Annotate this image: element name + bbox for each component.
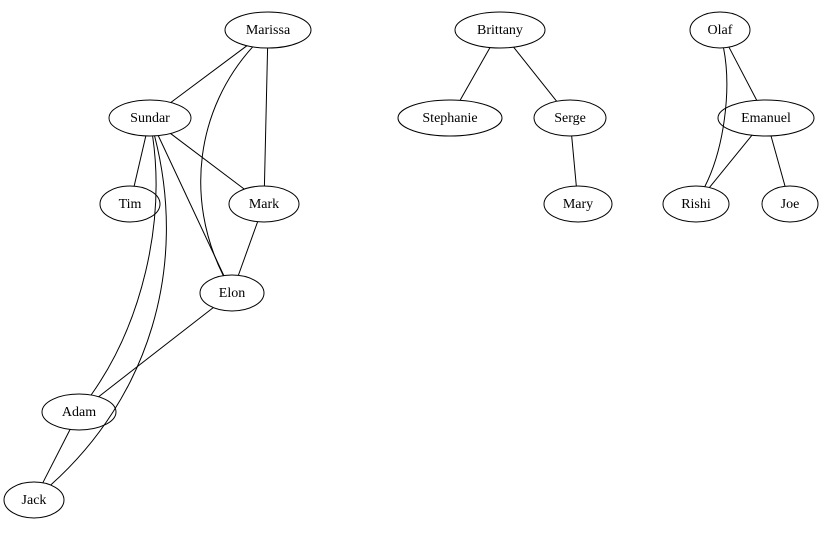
- edge-sundar-mark: [171, 134, 245, 190]
- node-mark-label: Mark: [249, 197, 279, 212]
- node-marissa-label: Marissa: [246, 23, 291, 38]
- node-jack-label: Jack: [22, 493, 47, 508]
- edge-mark-elon: [238, 222, 257, 276]
- edge-marissa-elon: [201, 47, 253, 276]
- edge-marissa-sundar: [171, 46, 247, 103]
- node-stephanie: Stephanie: [398, 100, 502, 136]
- edge-olaf-rishi: [705, 48, 727, 187]
- node-olaf-label: Olaf: [708, 23, 733, 38]
- node-adam: Adam: [42, 394, 116, 430]
- edge-emanuel-joe: [771, 136, 785, 186]
- node-serge: Serge: [534, 100, 606, 136]
- node-marissa: Marissa: [225, 12, 311, 48]
- node-brittany: Brittany: [455, 12, 545, 48]
- node-rishi: Rishi: [663, 186, 729, 222]
- node-elon: Elon: [200, 275, 264, 311]
- node-joe-label: Joe: [781, 197, 800, 212]
- edge-brittany-serge: [514, 47, 557, 101]
- node-emanuel-label: Emanuel: [741, 111, 791, 126]
- edge-sundar-elon: [158, 136, 224, 276]
- edge-emanuel-rishi: [709, 135, 752, 187]
- edge-sundar-tim: [134, 136, 146, 186]
- node-tim: Tim: [100, 186, 160, 222]
- node-adam-label: Adam: [62, 405, 96, 420]
- node-jack: Jack: [4, 482, 64, 518]
- node-sundar: Sundar: [109, 100, 191, 136]
- node-stephanie-label: Stephanie: [422, 111, 477, 126]
- edge-serge-mary: [572, 136, 577, 186]
- edge-elon-adam: [99, 308, 214, 397]
- node-emanuel: Emanuel: [718, 100, 814, 136]
- edge-sundar-adam: [91, 136, 156, 395]
- edge-adam-jack: [43, 429, 70, 482]
- node-sundar-label: Sundar: [130, 111, 170, 126]
- network-diagram: Marissa Sundar Tim Mark Elon Adam Jack Brittany…: [0, 0, 840, 539]
- node-mary-label: Mary: [563, 197, 593, 212]
- node-elon-label: Elon: [219, 286, 245, 301]
- node-serge-label: Serge: [554, 111, 586, 126]
- edge-marissa-mark: [264, 48, 267, 186]
- node-joe: Joe: [762, 186, 818, 222]
- node-tim-label: Tim: [119, 197, 142, 212]
- node-rishi-label: Rishi: [681, 197, 711, 212]
- node-olaf: Olaf: [690, 12, 750, 48]
- edge-brittany-stephanie: [460, 48, 490, 101]
- nodes-layer: Marissa Sundar Tim Mark Elon Adam Jack Brittany…: [4, 12, 818, 518]
- edge-olaf-emanuel: [729, 47, 757, 100]
- node-mary: Mary: [544, 186, 612, 222]
- node-mark: Mark: [229, 186, 299, 222]
- node-brittany-label: Brittany: [477, 23, 523, 38]
